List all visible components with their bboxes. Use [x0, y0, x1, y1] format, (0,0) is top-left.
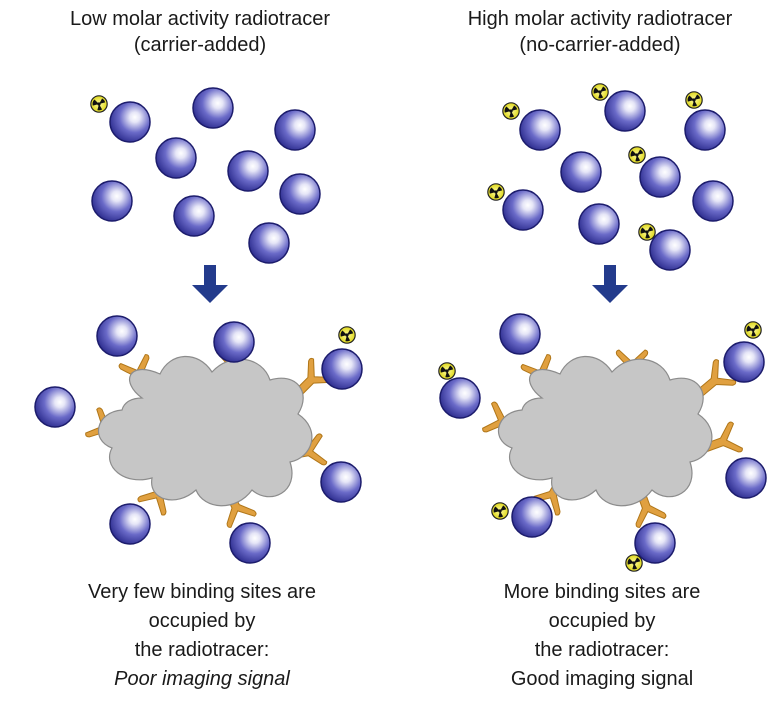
- radiation-icon: [491, 502, 509, 520]
- molecule-icon: [321, 348, 363, 390]
- molecule-icon: [34, 386, 76, 428]
- right-caption-line4: Good imaging signal: [510, 668, 694, 690]
- left-panel-caption: Very few binding sites are occupied by t…: [22, 578, 382, 694]
- left-title-line1: Low molar activity radiotracer: [69, 8, 331, 30]
- right-title-line2: (no-carrier-added): [519, 34, 681, 56]
- molecule-icon: [499, 313, 541, 355]
- molecule-icon: [511, 496, 553, 538]
- right-caption-line2: occupied by: [548, 610, 656, 632]
- molecule-icon: [604, 90, 646, 132]
- molecule-icon: [229, 522, 271, 564]
- molecule-icon: [274, 109, 316, 151]
- radiation-icon: [487, 183, 505, 201]
- down-arrow-icon: [592, 265, 628, 303]
- molecule-icon: [634, 522, 676, 564]
- molecule-icon: [692, 180, 734, 222]
- molecule-icon: [639, 156, 681, 198]
- radiation-icon: [502, 102, 520, 120]
- right-caption-line1: More binding sites are: [503, 581, 701, 603]
- radiation-icon: [638, 223, 656, 241]
- right-caption-line3: the radiotracer:: [534, 639, 670, 661]
- radiation-icon: [90, 95, 108, 113]
- left-caption-line2: occupied by: [148, 610, 256, 632]
- molecule-icon: [519, 109, 561, 151]
- molecule-icon: [213, 321, 255, 363]
- radiation-icon: [744, 321, 762, 339]
- right-title-line1: High molar activity radiotracer: [467, 8, 733, 30]
- left-caption-line3: the radiotracer:: [134, 639, 270, 661]
- left-title-line2: (carrier-added): [133, 34, 267, 56]
- molecule-icon: [723, 341, 765, 383]
- molecule-icon: [560, 151, 602, 193]
- molecule-icon: [725, 457, 767, 499]
- molecule-icon: [320, 461, 362, 503]
- molecule-icon: [248, 222, 290, 264]
- molecule-icon: [109, 503, 151, 545]
- right-free-molecules: [487, 83, 734, 271]
- left-free-molecules: [90, 87, 321, 264]
- molecule-icon: [96, 315, 138, 357]
- radiation-icon: [628, 146, 646, 164]
- molecule-icon: [91, 180, 133, 222]
- right-panel-title: High molar activity radiotracer (no-carr…: [430, 6, 770, 58]
- left-panel-title: Low molar activity radiotracer (carrier-…: [30, 6, 370, 58]
- radiation-icon: [625, 554, 643, 572]
- right-cell-icon: [497, 355, 713, 507]
- radiation-icon: [438, 362, 456, 380]
- molecule-icon: [173, 195, 215, 237]
- left-caption-line1: Very few binding sites are: [88, 581, 316, 603]
- molecule-icon: [192, 87, 234, 129]
- molecule-icon: [502, 189, 544, 231]
- left-caption-line4: Poor imaging signal: [114, 668, 290, 690]
- molecule-icon: [227, 150, 269, 192]
- molecule-icon: [649, 229, 691, 271]
- radiation-icon: [591, 83, 609, 101]
- radiation-icon: [685, 91, 703, 109]
- molecule-icon: [684, 109, 726, 151]
- molecule-icon: [279, 173, 321, 215]
- molecule-icon: [439, 377, 481, 419]
- molecule-icon: [578, 203, 620, 245]
- down-arrow-icon: [192, 265, 228, 303]
- right-panel-caption: More binding sites are occupied by the r…: [422, 578, 782, 694]
- left-cell-icon: [97, 355, 313, 507]
- molecule-icon: [109, 101, 151, 143]
- radiation-icon: [338, 326, 356, 344]
- molecule-icon: [155, 137, 197, 179]
